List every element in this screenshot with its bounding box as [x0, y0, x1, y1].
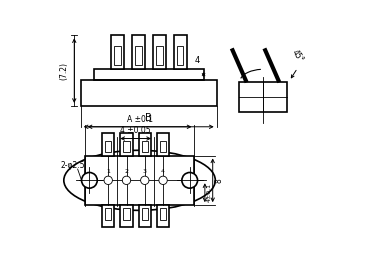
Polygon shape	[105, 141, 111, 152]
Polygon shape	[105, 208, 111, 219]
Polygon shape	[111, 35, 124, 69]
Polygon shape	[139, 205, 151, 227]
Text: 3: 3	[143, 169, 147, 174]
Text: 1: 1	[106, 169, 110, 174]
Text: 4±0.1: 4±0.1	[207, 183, 212, 202]
Text: 8: 8	[215, 178, 224, 183]
Polygon shape	[139, 133, 151, 155]
Text: 45°: 45°	[290, 48, 305, 64]
Polygon shape	[177, 46, 183, 65]
Polygon shape	[85, 155, 194, 205]
Text: 4: 4	[194, 56, 200, 65]
Polygon shape	[157, 205, 169, 227]
Ellipse shape	[64, 150, 215, 210]
Polygon shape	[123, 141, 130, 152]
Text: 2-φ2.5: 2-φ2.5	[61, 162, 85, 171]
Circle shape	[159, 176, 167, 185]
Polygon shape	[160, 208, 166, 219]
Text: 4: 4	[161, 169, 165, 174]
Text: 4 ±0.05: 4 ±0.05	[120, 126, 151, 135]
Polygon shape	[123, 208, 130, 219]
Polygon shape	[153, 35, 166, 69]
Polygon shape	[135, 46, 142, 65]
Polygon shape	[173, 35, 187, 69]
Polygon shape	[157, 133, 169, 155]
Polygon shape	[120, 133, 133, 155]
Circle shape	[122, 176, 131, 185]
Polygon shape	[142, 141, 148, 152]
Polygon shape	[160, 141, 166, 152]
Polygon shape	[102, 205, 114, 227]
Circle shape	[82, 172, 97, 188]
Circle shape	[182, 172, 198, 188]
Polygon shape	[142, 208, 148, 219]
Polygon shape	[120, 205, 133, 227]
Text: A ±0.1: A ±0.1	[126, 115, 152, 124]
Circle shape	[104, 176, 112, 185]
Circle shape	[141, 176, 149, 185]
Polygon shape	[114, 46, 121, 65]
Text: B: B	[145, 113, 152, 123]
Polygon shape	[132, 35, 145, 69]
Polygon shape	[102, 133, 114, 155]
Text: 2: 2	[125, 169, 128, 174]
Text: (7.2): (7.2)	[59, 62, 69, 80]
Polygon shape	[156, 46, 163, 65]
